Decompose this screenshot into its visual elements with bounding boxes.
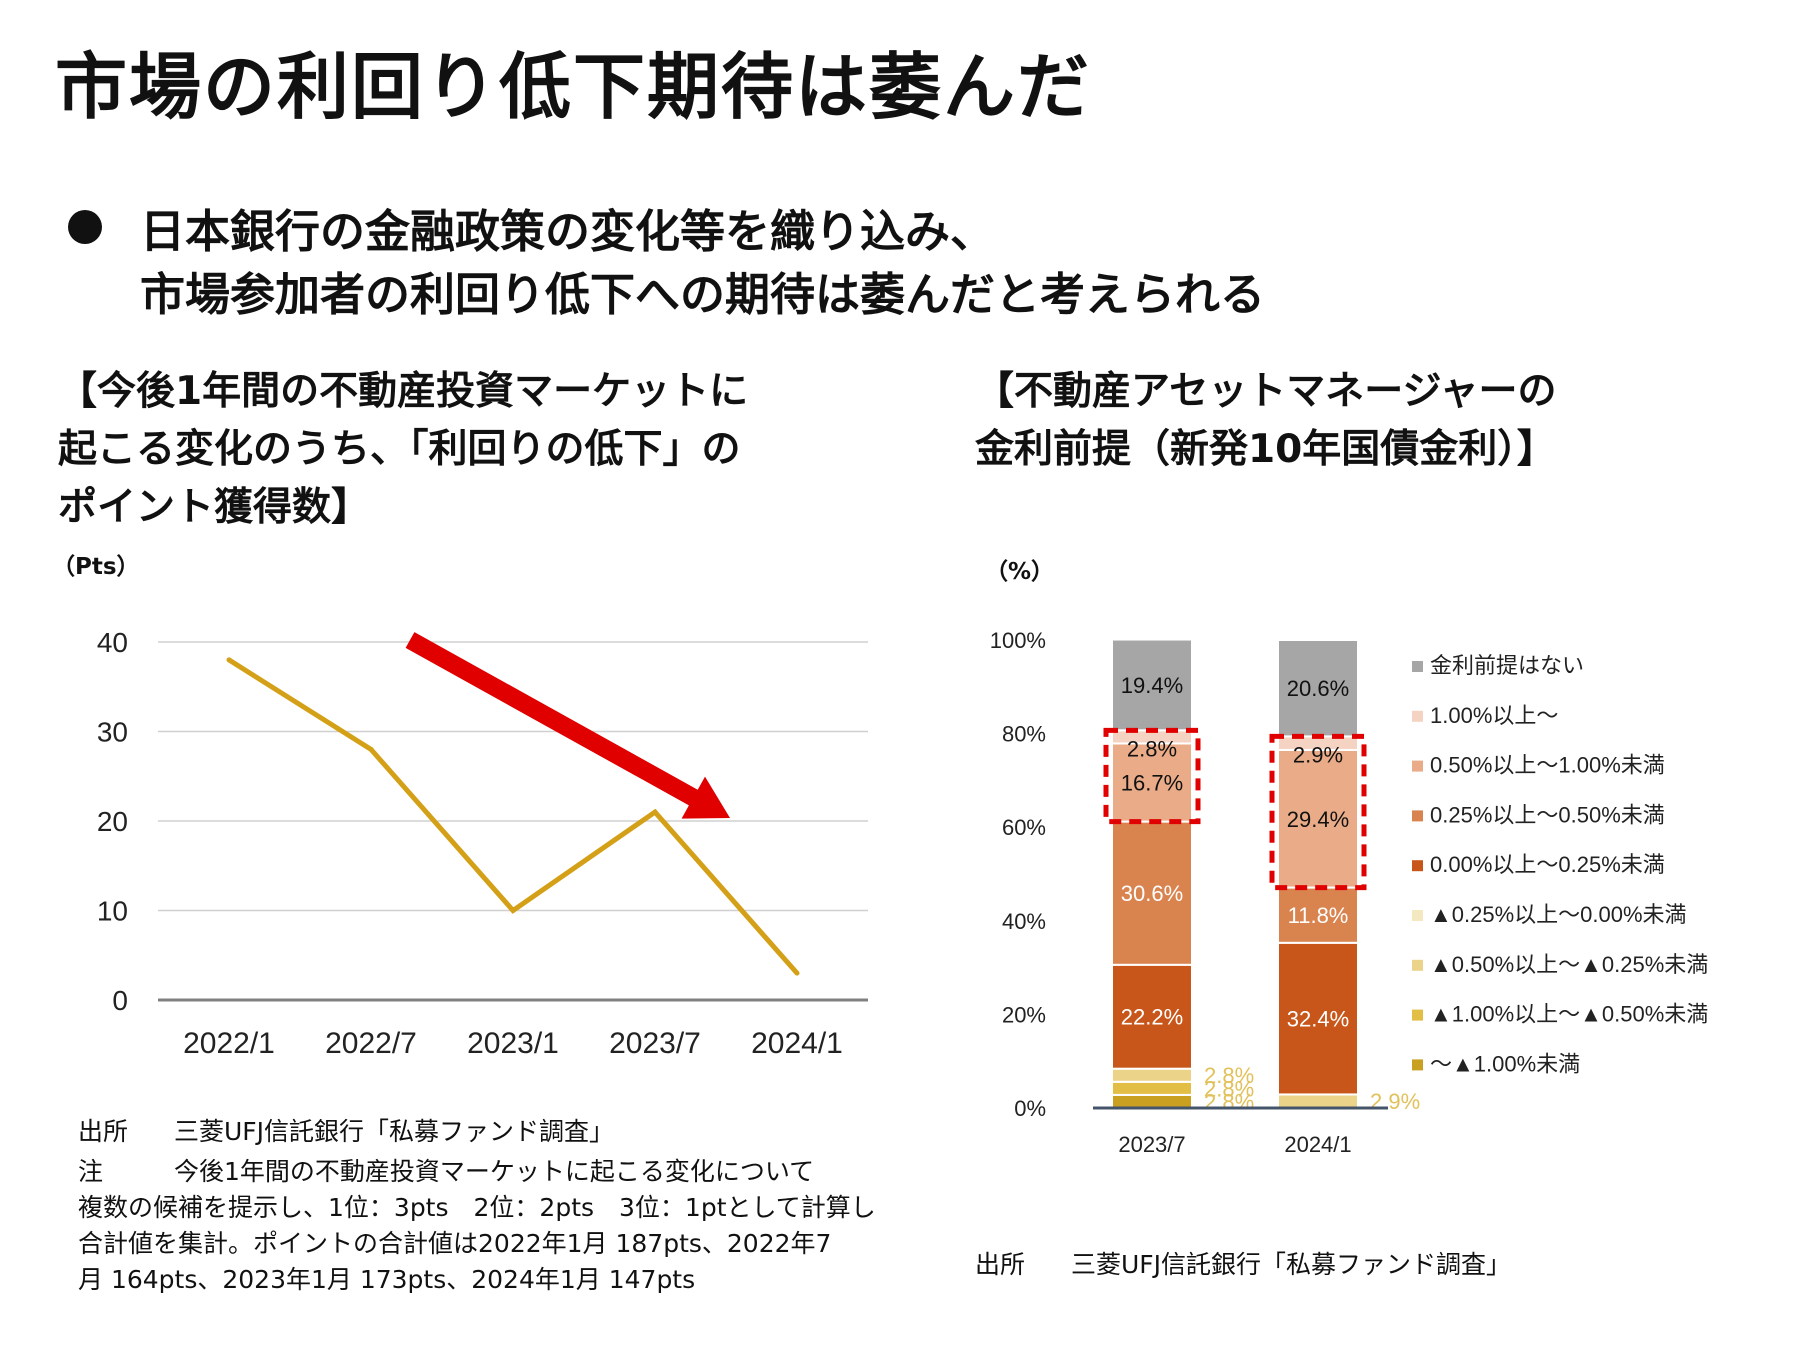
bar-data-label: 11.8% — [1288, 903, 1349, 928]
line-x-tick-label: 2022/7 — [325, 1027, 417, 1060]
bar-x-tick-label: 2024/1 — [1284, 1132, 1351, 1157]
bar-y-tick-label: 0% — [1014, 1096, 1046, 1121]
bar-data-label: 22.2% — [1121, 1005, 1183, 1030]
right-source: 出所 三菱UFJ信託銀行「私募ファンド調査」 — [975, 1245, 1511, 1281]
trend-arrow-icon — [405, 632, 730, 819]
bar-y-tick-label: 40% — [1002, 909, 1046, 934]
left-heading-line-2: 起こる変化のうち、「利回りの低下」の — [58, 427, 741, 472]
legend-swatch — [1412, 661, 1423, 672]
line-y-tick-label: 30 — [97, 717, 128, 748]
bar-segment — [1277, 748, 1359, 889]
line-x-tick-label: 2022/1 — [183, 1027, 275, 1060]
left-source-label: 出所 — [78, 1117, 129, 1146]
legend-swatch — [1412, 1059, 1423, 1071]
legend-label: ▲0.25%以上～0.00%未満 — [1430, 902, 1687, 927]
highlight-box — [1269, 733, 1367, 891]
bar-data-label: 32.4% — [1287, 1007, 1349, 1032]
right-source-text: 三菱UFJ信託銀行「私募ファンド調査」 — [1071, 1250, 1512, 1279]
left-source: 出所 三菱UFJ信託銀行「私募ファンド調査」 — [78, 1112, 614, 1148]
bar-segment — [1277, 639, 1359, 738]
bar-y-tick-label: 80% — [1002, 722, 1046, 747]
bar-segment — [1111, 1067, 1193, 1083]
bar-segment — [1111, 820, 1193, 966]
bar-y-tick-label: 100% — [990, 628, 1046, 653]
left-heading-line-3: ポイント獲得数】 — [58, 485, 371, 530]
bar-data-label: 2.8% — [1204, 1076, 1254, 1101]
legend-swatch — [1412, 810, 1423, 822]
bar-segment — [1111, 1080, 1193, 1096]
highlight-box — [1103, 727, 1201, 825]
left-source-text: 三菱UFJ信託銀行「私募ファンド調査」 — [174, 1117, 615, 1146]
left-note-line-1: 注 今後1年間の不動産投資マーケットに起こる変化について — [78, 1152, 814, 1188]
legend-swatch — [1412, 1009, 1423, 1021]
line-y-tick-label: 40 — [97, 627, 128, 658]
right-heading-line-2: 金利前提（新発10年国債金利）】 — [975, 427, 1556, 472]
legend-label: 1.00%以上～ — [1430, 703, 1558, 728]
legend-swatch — [1412, 710, 1423, 722]
left-note-text-1: 今後1年間の不動産投資マーケットに起こる変化について — [174, 1157, 815, 1186]
right-heading-line-1: 【不動産アセットマネージャーの — [975, 369, 1557, 414]
legend-label: ▲1.00%以上～▲0.50%未満 — [1430, 1002, 1708, 1027]
line-x-tick-label: 2024/1 — [751, 1027, 843, 1060]
legend-label: ～▲1.00%未満 — [1430, 1051, 1580, 1076]
legend-label: 金利前提はない — [1430, 653, 1584, 678]
bar-segment — [1277, 941, 1359, 1096]
legend-label: 0.50%以上～1.00%未満 — [1430, 753, 1665, 778]
line-chart-unit: （Pts） — [52, 554, 140, 580]
left-note-label: 注 — [78, 1157, 104, 1186]
line-point — [510, 908, 516, 913]
legend-swatch — [1412, 860, 1423, 872]
bar-x-tick-label: 2023/7 — [1118, 1132, 1185, 1157]
legend-swatch — [1412, 760, 1423, 772]
line-point — [794, 970, 800, 976]
line-y-tick-label: 10 — [97, 896, 128, 927]
bar-data-label: 2.8% — [1204, 1089, 1254, 1114]
bar-data-label: 30.6% — [1121, 881, 1183, 906]
bullet-line-2: 市場参加者の利回り低下への期待は萎んだと考えられる — [140, 268, 1266, 321]
legend-label: 0.25%以上～0.50%未満 — [1430, 802, 1665, 827]
line-point — [652, 809, 658, 815]
legend-swatch — [1412, 910, 1423, 921]
bar-segment — [1111, 963, 1193, 1070]
bar-y-tick-label: 20% — [1002, 1002, 1046, 1027]
bar-y-tick-label: 60% — [1002, 815, 1046, 840]
bar-segment — [1111, 1093, 1193, 1109]
bar-data-label: 20.6% — [1287, 676, 1349, 701]
line-y-tick-label: 0 — [112, 985, 128, 1016]
bar-data-label: 16.7% — [1121, 771, 1183, 796]
legend-label: ▲0.50%以上～▲0.25%未満 — [1430, 952, 1708, 977]
bar-segment — [1277, 1093, 1359, 1109]
right-source-label: 出所 — [975, 1250, 1026, 1279]
bar-chart-unit: （%） — [985, 559, 1055, 585]
line-point — [226, 657, 232, 663]
bar-data-label: 2.9% — [1293, 742, 1343, 767]
line-x-tick-label: 2023/7 — [609, 1027, 701, 1060]
left-note-line-3: 合計値を集計。ポイントの合計値は2022年1月 187pts、2022年7 — [78, 1229, 832, 1258]
left-note-line-4: 月 164pts、2023年1月 173pts、2024年1月 147pts — [78, 1265, 696, 1294]
bullet-line-1: 日本銀行の金融政策の変化等を織り込み、 — [140, 205, 996, 258]
bullet-dot-icon — [68, 210, 102, 244]
line-x-tick-label: 2023/1 — [467, 1027, 559, 1060]
left-note-line-2: 複数の候補を提示し、1位：3pts 2位：2pts 3位：1ptとして計算し — [78, 1193, 876, 1222]
bar-data-label: 2.8% — [1204, 1063, 1254, 1088]
line-y-tick-label: 20 — [97, 806, 128, 837]
bar-data-label: 2.9% — [1370, 1089, 1420, 1114]
bar-data-label: 29.4% — [1287, 807, 1349, 832]
bar-data-label: 19.4% — [1121, 673, 1183, 698]
legend-swatch — [1412, 959, 1423, 971]
line-point — [368, 746, 374, 752]
page-title: 市場の利回り低下期待は萎んだ — [55, 45, 1092, 129]
bar-data-label: 2.8% — [1127, 736, 1177, 761]
legend-label: 0.00%以上～0.25%未満 — [1430, 852, 1665, 877]
left-heading-line-1: 【今後1年間の不動産投資マーケットに — [58, 369, 749, 414]
